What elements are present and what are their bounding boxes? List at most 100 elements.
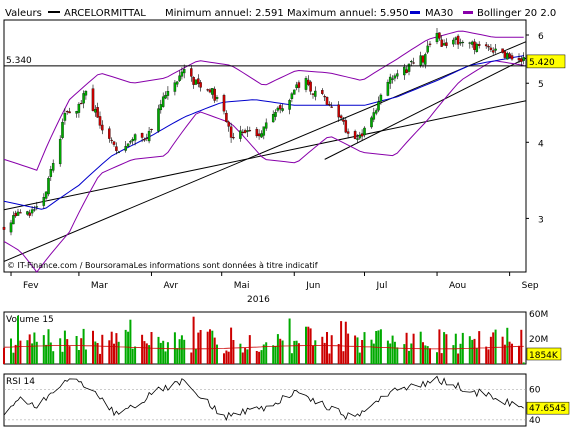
- volume-bar: [68, 346, 71, 364]
- volume-bar: [342, 351, 345, 364]
- candle-body: [363, 127, 366, 136]
- price-tick-label: 5: [538, 80, 544, 90]
- volume-bar: [309, 328, 312, 364]
- volume-bar: [244, 348, 247, 364]
- month-tick-label: Mar: [91, 281, 108, 291]
- volume-bar: [232, 340, 235, 364]
- volume-bar: [518, 345, 520, 364]
- candle-body: [304, 78, 308, 90]
- candle-body: [178, 75, 181, 81]
- volume-bar: [61, 351, 64, 364]
- min-max-text: Minimum annuel: 2.591 Maximum annuel: 5.…: [165, 8, 409, 19]
- candle-body: [517, 57, 521, 61]
- candle-body: [161, 96, 165, 107]
- series-legend-swatch: [48, 11, 60, 13]
- volume-bar: [403, 344, 406, 364]
- candle-body: [510, 55, 514, 60]
- time-x-axis: Fev Mar Avr Mai Jun Jul Aou Sep: [10, 272, 539, 291]
- candle-body: [42, 197, 46, 206]
- candle-body: [468, 42, 472, 44]
- volume-bar: [354, 335, 357, 364]
- candle-body: [16, 211, 20, 216]
- candle-body: [407, 63, 411, 72]
- candle-body: [403, 66, 406, 76]
- volume-bar: [227, 351, 230, 364]
- candle-body: [410, 61, 413, 63]
- volume-bar: [501, 336, 504, 364]
- volume-bar: [489, 336, 492, 364]
- candle-body: [199, 82, 202, 88]
- candle-body: [44, 191, 48, 199]
- volume-bar: [260, 350, 263, 364]
- volume-bar: [159, 342, 162, 364]
- candle-body: [255, 128, 259, 137]
- candle-body: [424, 54, 427, 65]
- candle-body: [9, 222, 13, 233]
- candle-body: [295, 84, 298, 89]
- volume-bar: [389, 343, 392, 364]
- volume-bar: [393, 341, 396, 364]
- candle-body: [227, 121, 230, 127]
- candle-body: [192, 77, 195, 85]
- volume-bar: [92, 330, 94, 364]
- volume-bar: [436, 352, 438, 364]
- volume-bar: [408, 350, 410, 364]
- candle-body: [396, 73, 399, 77]
- candle-body: [379, 94, 383, 102]
- volume-bar: [19, 340, 22, 364]
- volume-bar: [255, 351, 258, 364]
- candle-body: [126, 143, 130, 147]
- volume-bar: [473, 338, 476, 364]
- volume-bar: [487, 349, 490, 364]
- candle-body: [377, 101, 380, 111]
- volume-bar: [99, 353, 101, 364]
- volume-bar: [14, 344, 17, 364]
- volume-bar: [59, 338, 62, 364]
- rsi-bottom-label: 40: [529, 416, 541, 426]
- volume-bar: [110, 331, 113, 364]
- candle-body: [101, 124, 104, 131]
- volume-bar: [356, 337, 359, 364]
- volume-bar: [47, 329, 50, 364]
- volume-bar: [166, 342, 169, 364]
- candle-body: [274, 112, 277, 117]
- values-label: Valeurs: [5, 8, 42, 19]
- candle-body: [342, 119, 345, 122]
- candle-body: [108, 128, 111, 139]
- volume-bar: [145, 343, 148, 364]
- volume-bar: [419, 331, 422, 364]
- candle-body: [452, 39, 455, 45]
- candle-body: [246, 130, 249, 132]
- candle-body: [61, 121, 64, 138]
- candle-body: [194, 79, 198, 85]
- volume-bar: [52, 351, 55, 364]
- last-price-box: [526, 54, 566, 69]
- volume-panel-frame: [3, 311, 527, 365]
- volume-bar: [173, 332, 176, 364]
- candle-body: [370, 117, 373, 128]
- candle-body: [489, 47, 493, 50]
- volume-bar: [511, 343, 513, 364]
- volume-bar: [190, 352, 193, 364]
- candle-body: [391, 78, 394, 80]
- volume-bar: [478, 331, 481, 364]
- candle-body: [393, 75, 397, 79]
- candle-body: [405, 69, 408, 73]
- candle-body: [426, 45, 429, 53]
- volume-bar: [288, 318, 291, 364]
- candle-body: [297, 82, 301, 88]
- candle-body: [79, 103, 83, 105]
- candle-body: [143, 139, 146, 141]
- volume-bar: [211, 330, 214, 364]
- candle-body: [445, 42, 448, 46]
- volume-bar: [164, 351, 167, 364]
- bollinger-legend-label: Bollinger 20 2.0: [477, 8, 556, 19]
- volume-bar: [326, 332, 328, 364]
- volume-bar: [230, 327, 233, 364]
- candle-body: [229, 126, 233, 138]
- candle-body: [522, 57, 525, 61]
- volume-bar: [94, 341, 97, 364]
- candle-body: [190, 68, 193, 77]
- volume-bar: [422, 342, 424, 364]
- month-tick-label: Jun: [305, 281, 320, 291]
